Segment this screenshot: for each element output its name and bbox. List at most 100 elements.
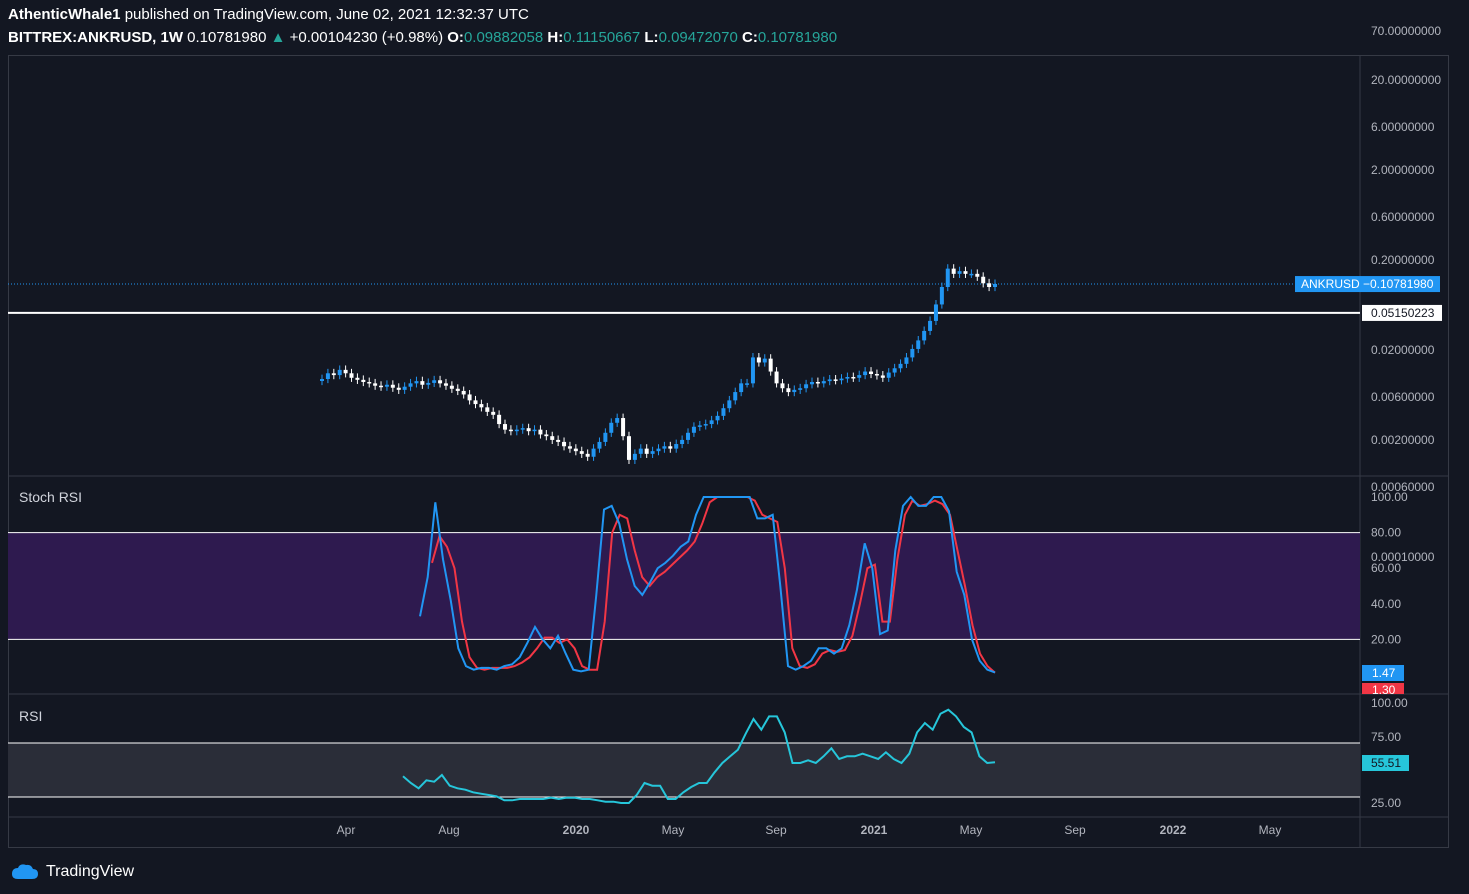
candle-body <box>544 434 549 437</box>
candle-body <box>993 283 997 287</box>
candle-body <box>615 418 620 423</box>
candle-body <box>892 368 897 373</box>
candle-body <box>963 271 968 274</box>
time-tick-label: Sep <box>765 823 787 837</box>
candle-body <box>550 436 555 440</box>
candle-body <box>756 357 761 363</box>
rsi-title: RSI <box>19 708 42 724</box>
candle-body <box>526 428 531 432</box>
candle-body <box>674 444 679 449</box>
time-tick-label: Aug <box>438 823 459 837</box>
candle-body <box>325 373 330 380</box>
stoch-title: Stoch RSI <box>19 489 82 505</box>
candle-body <box>668 446 673 449</box>
candle-body <box>987 283 992 287</box>
candle-body <box>733 392 738 401</box>
candle-body <box>975 273 980 277</box>
time-tick-label: Apr <box>337 823 356 837</box>
stoch-tick-label: 100.00 <box>1371 490 1408 504</box>
price-tick-label: 2.00000000 <box>1371 163 1435 177</box>
candle-body <box>851 377 856 379</box>
time-tick-label: May <box>662 823 685 837</box>
candle-body <box>597 441 602 449</box>
candle-body <box>727 400 732 409</box>
candle-body <box>497 414 502 425</box>
candle-body <box>355 377 360 380</box>
stoch-band <box>8 532 1360 640</box>
time-tick-label: 2020 <box>563 823 590 837</box>
time-tick-label: May <box>960 823 983 837</box>
candle-body <box>786 388 791 393</box>
price-tick-label: 0.00010000 <box>1371 550 1435 564</box>
time-tick-label: May <box>1259 823 1282 837</box>
candle-body <box>798 388 803 390</box>
rsi-tick-label: 75.00 <box>1371 730 1401 744</box>
candle-body <box>420 381 425 385</box>
candle-body <box>768 358 773 372</box>
price-tick-label: 0.00060000 <box>1371 480 1435 494</box>
candle-body <box>408 383 413 387</box>
candle-body <box>491 411 496 415</box>
stoch-d-value: 1.30 <box>1372 683 1396 697</box>
price-tick-label: 0.00600000 <box>1371 390 1435 404</box>
candle-body <box>402 386 407 390</box>
candle-body <box>833 379 838 381</box>
support-line-tag <box>1362 304 1442 321</box>
footer: TradingView <box>10 860 134 884</box>
candle-body <box>703 424 708 426</box>
candle-body <box>337 369 342 376</box>
candle-body <box>662 446 667 449</box>
stoch-d-line <box>431 496 996 674</box>
tradingview-logo-icon[interactable] <box>10 862 40 882</box>
price-tick-label: 0.02000000 <box>1371 343 1435 357</box>
candle-body <box>485 407 490 412</box>
candle-body <box>503 424 508 430</box>
candle-body <box>939 287 944 305</box>
candle-body <box>709 420 714 425</box>
rsi-tag <box>1362 755 1409 771</box>
candle-body <box>656 448 661 452</box>
change-arrow-icon: ▲ <box>270 29 286 46</box>
high-value: 0.11150667 <box>563 29 641 46</box>
candle-body <box>455 388 460 391</box>
price-tick-label: 70.00000000 <box>1371 24 1441 38</box>
publisher-name[interactable]: AthenticWhale1 <box>8 6 121 23</box>
candle-body <box>750 357 755 384</box>
rsi-band <box>8 743 1360 797</box>
footer-brand[interactable]: TradingView <box>46 863 135 880</box>
candle-body <box>815 381 820 384</box>
candle-body <box>804 384 809 389</box>
candle-body <box>396 387 401 390</box>
stoch-tick-label: 20.00 <box>1371 632 1401 646</box>
candle-body <box>650 451 655 454</box>
candle-body <box>951 268 956 274</box>
candle-body <box>721 408 726 416</box>
stoch-d-tag <box>1362 683 1404 694</box>
candle-body <box>691 426 696 433</box>
candle-body <box>443 383 448 386</box>
candle-body <box>320 379 324 382</box>
price-tick-label: 6.00000000 <box>1371 120 1435 134</box>
candle-body <box>414 381 419 384</box>
candle-body <box>467 394 472 401</box>
time-tick-label: 2022 <box>1160 823 1187 837</box>
candle-body <box>715 415 720 421</box>
candle-body <box>562 441 567 447</box>
stoch-tick-label: 80.00 <box>1371 526 1401 540</box>
candle-body <box>603 432 608 442</box>
candle-body <box>379 385 384 388</box>
open-label: O: <box>447 29 464 46</box>
stoch-tick-label: 40.00 <box>1371 597 1401 611</box>
candle-body <box>556 439 561 442</box>
candle-body <box>626 436 631 460</box>
symbol-label[interactable]: BITTREX:ANKRUSD, 1W <box>8 29 183 46</box>
candle-body <box>644 448 649 454</box>
published-text: published on TradingView.com, June 02, 2… <box>124 6 529 23</box>
candle-body <box>432 380 437 383</box>
time-tick-label: Sep <box>1064 823 1086 837</box>
candle-body <box>933 304 938 321</box>
candle-body <box>957 271 962 274</box>
candle-body <box>869 371 874 374</box>
candle-body <box>473 400 478 405</box>
